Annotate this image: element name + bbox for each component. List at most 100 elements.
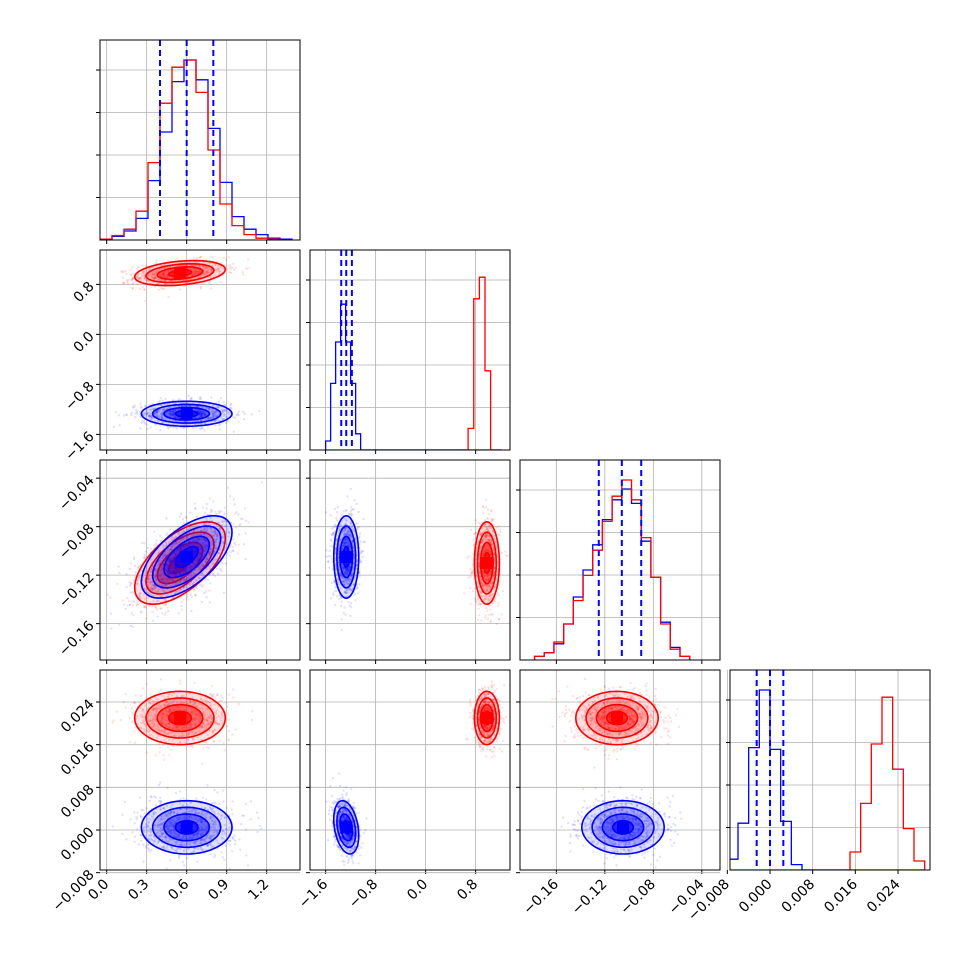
scatter-point: [167, 412, 171, 416]
scatter-point: [467, 576, 470, 580]
scatter-point: [124, 269, 127, 273]
scatter-point: [213, 414, 217, 417]
scatter-point: [166, 275, 170, 279]
scatter-point: [204, 560, 207, 563]
scatter-point: [477, 597, 480, 600]
scatter-point: [230, 402, 233, 406]
scatter-point: [199, 412, 202, 415]
scatter-point: [145, 423, 149, 426]
scatter-point: [490, 594, 494, 597]
scatter-point: [258, 409, 261, 413]
scatter-point: [201, 572, 204, 575]
scatter-point: [492, 573, 495, 577]
scatter-point: [173, 567, 177, 570]
scatter-point: [162, 555, 166, 559]
scatter-point: [155, 608, 159, 611]
scatter-point: [148, 570, 152, 573]
scatter-point: [169, 567, 172, 570]
scatter-point: [181, 570, 184, 573]
scatter-point: [182, 264, 186, 267]
scatter-point: [219, 524, 222, 527]
scatter-panel-0-2: [106, 481, 264, 630]
scatter-point: [206, 542, 209, 545]
scatter-point: [170, 544, 174, 547]
scatter-point: [184, 545, 187, 548]
scatter-point: [151, 407, 155, 411]
scatter-point: [482, 599, 486, 602]
scatter-point: [484, 616, 487, 620]
scatter-point: [196, 559, 199, 562]
scatter-point: [110, 627, 113, 630]
scatter-point: [486, 543, 489, 547]
scatter-point: [490, 582, 493, 585]
scatter-point: [136, 566, 139, 569]
scatter-point: [218, 269, 221, 272]
scatter-point: [167, 561, 170, 564]
density-peak-red: [174, 267, 186, 280]
scatter-point: [153, 547, 156, 550]
scatter-point: [173, 552, 176, 555]
scatter-point: [479, 533, 483, 537]
scatter-point: [487, 586, 491, 589]
scatter-point: [182, 578, 185, 582]
scatter-point: [151, 583, 154, 587]
scatter-point: [190, 543, 193, 546]
scatter-point: [144, 572, 147, 575]
scatter-point: [153, 276, 157, 280]
scatter-point: [481, 505, 485, 508]
scatter-point: [487, 584, 491, 587]
scatter-point: [243, 418, 246, 421]
scatter-point: [237, 543, 241, 546]
scatter-point: [125, 280, 129, 283]
scatter-point: [485, 527, 488, 531]
scatter-point: [164, 555, 168, 559]
scatter-point: [143, 299, 147, 303]
scatter-point: [194, 593, 197, 596]
scatter-point: [128, 600, 131, 603]
scatter-point: [202, 261, 206, 264]
scatter-point: [473, 586, 476, 590]
scatter-point: [144, 404, 147, 407]
scatter-point: [197, 408, 200, 412]
scatter-point: [195, 523, 199, 527]
scatter-point: [207, 408, 210, 411]
scatter-point: [175, 552, 178, 556]
scatter-point: [145, 576, 148, 579]
scatter-point: [155, 410, 158, 414]
scatter-point: [216, 411, 219, 415]
scatter-point: [143, 541, 146, 545]
scatter-point: [117, 414, 121, 417]
scatter-point: [487, 524, 490, 527]
scatter-point: [158, 577, 162, 580]
scatter-point: [186, 593, 189, 596]
scatter-point: [138, 591, 141, 595]
scatter-points-blue: [112, 394, 261, 433]
scatter-point: [140, 569, 143, 572]
scatter-point: [154, 584, 157, 588]
scatter-point: [151, 273, 155, 277]
scatter-point: [229, 268, 232, 271]
scatter-point: [484, 498, 488, 501]
scatter-point: [169, 557, 172, 560]
scatter-point: [184, 579, 187, 582]
scatter-point: [192, 539, 195, 542]
scatter-point: [353, 498, 356, 502]
scatter-point: [484, 535, 488, 538]
scatter-point: [172, 571, 176, 574]
scatter-point: [164, 271, 167, 274]
scatter-point: [484, 525, 488, 529]
scatter-point: [128, 580, 131, 584]
scatter-point: [213, 546, 216, 550]
scatter-point: [495, 545, 498, 549]
scatter-point: [209, 547, 212, 551]
scatter-point: [242, 410, 245, 414]
scatter-point: [203, 418, 206, 422]
scatter-point: [481, 531, 484, 534]
scatter-point: [485, 590, 488, 593]
scatter-point: [347, 577, 351, 580]
scatter-point: [144, 412, 147, 416]
scatter-point: [491, 592, 495, 596]
scatter-point: [163, 591, 167, 594]
scatter-point: [222, 418, 225, 421]
scatter-point: [342, 567, 345, 570]
